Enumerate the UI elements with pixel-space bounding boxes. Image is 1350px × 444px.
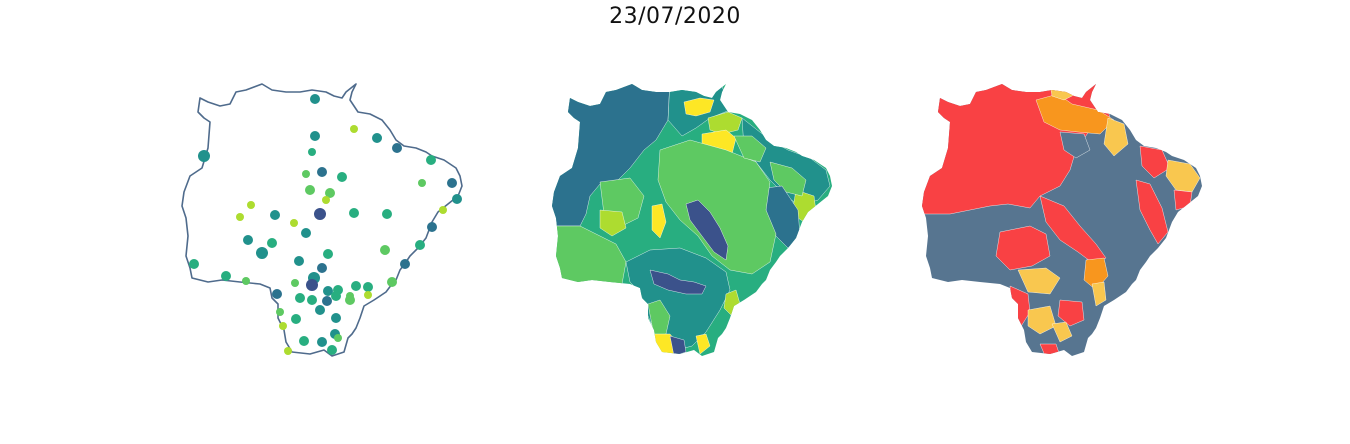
risk-medium-far-south <box>1027 305 1057 335</box>
municipality-point <box>322 196 330 204</box>
risk-category-map <box>922 84 1202 356</box>
municipality-point <box>400 259 410 269</box>
municipality-point <box>306 279 318 291</box>
region-center-yellow <box>651 203 667 239</box>
region-ne-lime <box>707 111 743 135</box>
municipality-point <box>350 125 358 133</box>
municipality-point <box>372 133 382 143</box>
municipality-point <box>382 209 392 219</box>
municipality-point <box>323 286 333 296</box>
risk-medium-south <box>1017 267 1061 295</box>
municipality-point <box>284 347 292 355</box>
municipality-point <box>305 185 315 195</box>
municipality-point <box>317 167 327 177</box>
municipality-point <box>349 208 359 218</box>
municipality-point <box>270 210 280 220</box>
municipality-point <box>334 334 342 342</box>
municipality-point <box>221 271 231 281</box>
municipality-points-map <box>181 83 463 357</box>
municipality-point <box>447 178 457 188</box>
municipality-point <box>317 263 327 273</box>
municipality-point <box>317 337 327 347</box>
region-center-green <box>657 139 777 275</box>
municipality-point <box>439 206 447 214</box>
region-ne-green <box>733 135 767 163</box>
municipality-point <box>452 194 462 204</box>
region-se-yellow <box>695 333 711 355</box>
risk-medium-ne <box>1103 117 1129 157</box>
municipality-point <box>247 201 255 209</box>
municipality-point <box>364 291 372 299</box>
municipality-point <box>299 336 309 346</box>
municipality-point <box>276 308 284 316</box>
municipality-point <box>363 282 373 292</box>
municipality-point <box>256 247 268 259</box>
municipality-point <box>302 170 310 178</box>
municipality-point <box>295 293 305 303</box>
figure-title: 23/07/2020 <box>609 4 741 29</box>
municipality-point <box>279 322 287 330</box>
municipality-point <box>310 131 320 141</box>
risk-high-far-east <box>1173 189 1193 211</box>
region-south-purple <box>649 269 707 295</box>
municipality-point <box>267 238 277 248</box>
risk-high-southwest <box>995 225 1051 271</box>
municipality-point <box>315 305 325 315</box>
risk-high-east-belt <box>1135 179 1169 245</box>
municipality-point <box>243 235 253 245</box>
region-center-purple <box>685 199 729 261</box>
municipality-point <box>415 240 425 250</box>
region-far-south-purple <box>669 335 687 356</box>
region-east-green <box>769 161 807 197</box>
region-north-yellow <box>683 97 715 117</box>
municipality-point <box>351 281 361 291</box>
region-west-lime <box>599 209 627 237</box>
municipality-point <box>301 228 311 238</box>
choropleth-regions <box>552 84 832 356</box>
municipality-point <box>392 143 402 153</box>
municipality-point <box>310 94 320 104</box>
points-layer <box>189 94 462 355</box>
municipality-point <box>291 279 299 287</box>
municipality-point <box>426 155 436 165</box>
risk-low-north-pocket <box>1059 131 1091 159</box>
municipality-point <box>189 259 199 269</box>
municipality-point <box>308 148 316 156</box>
risk-medium-southeast <box>1091 281 1107 307</box>
state-outline <box>181 83 463 357</box>
risk-high-far-south <box>1057 299 1085 327</box>
municipality-point <box>242 277 250 285</box>
municipality-point <box>331 313 341 323</box>
municipality-point <box>418 179 426 187</box>
municipality-point <box>291 314 301 324</box>
municipality-point <box>380 245 390 255</box>
risk-high-east <box>1139 145 1171 179</box>
municipality-point <box>427 222 437 232</box>
municipality-point <box>307 295 317 305</box>
municipality-point <box>290 219 298 227</box>
municipality-point <box>387 277 397 287</box>
municipality-point <box>327 345 337 355</box>
risk-medium-southmost <box>1051 321 1073 343</box>
municipality-point <box>236 213 244 221</box>
municipality-point <box>322 296 332 306</box>
risk-regions <box>922 84 1202 356</box>
municipality-point <box>314 208 326 220</box>
municipality-point <box>337 172 347 182</box>
municipality-point <box>294 256 304 266</box>
municipality-point <box>331 291 341 301</box>
municipality-point <box>325 188 335 198</box>
municipality-point <box>345 295 355 305</box>
municipality-point <box>198 150 210 162</box>
municipality-choropleth-map <box>552 84 832 356</box>
municipality-point <box>272 289 282 299</box>
municipality-point <box>323 249 333 259</box>
